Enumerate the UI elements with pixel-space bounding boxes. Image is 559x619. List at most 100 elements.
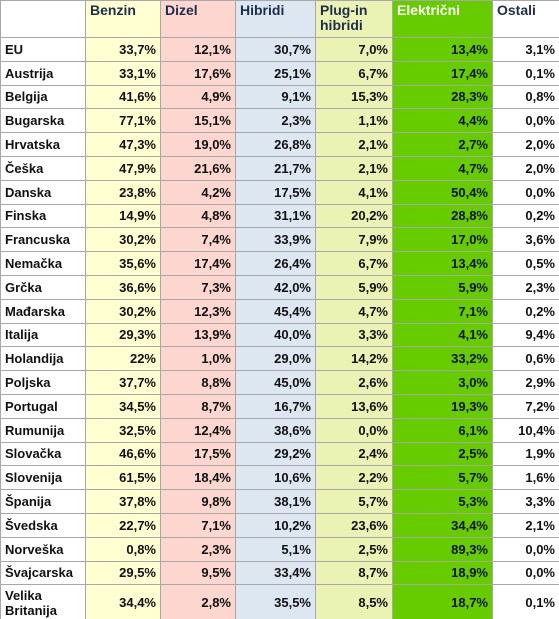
table-row: Austrija 33,1% 17,6% 25,1% 6,7% 17,4% 0,1% <box>0 60 559 86</box>
value-cell: 47,9% <box>85 155 161 181</box>
value-cell: 25,1% <box>235 60 316 86</box>
value-cell: 5,7% <box>392 465 493 491</box>
value-cell: 3,1% <box>492 37 559 62</box>
value-cell: 0,1% <box>492 584 559 619</box>
value-cell: 4,9% <box>160 84 236 110</box>
value-cell: 0,0% <box>315 417 393 443</box>
value-cell: 8,7% <box>315 560 393 586</box>
column-header: Plug-in hibridi <box>315 0 393 38</box>
value-cell: 2,5% <box>392 441 493 467</box>
value-cell: 1,0% <box>160 346 236 372</box>
value-cell: 33,9% <box>235 227 316 253</box>
value-cell: 47,3% <box>85 132 161 157</box>
value-cell: 0,2% <box>492 298 559 324</box>
table-row: Velika Britanija 34,4% 2,8% 35,5% 8,5% 18,7% 0… <box>0 584 559 619</box>
country-cell: Velika Britanija <box>0 584 86 619</box>
value-cell: 35,6% <box>85 251 161 276</box>
value-cell: 28,3% <box>392 84 493 110</box>
country-cell: Portugal <box>0 393 86 419</box>
value-cell: 0,8% <box>85 536 161 562</box>
value-cell: 5,7% <box>315 489 393 514</box>
value-cell: 50,4% <box>392 179 493 205</box>
value-cell: 89,3% <box>392 536 493 562</box>
value-cell: 34,4% <box>392 512 493 538</box>
value-cell: 2,4% <box>315 441 393 467</box>
country-cell: Italija <box>0 322 86 348</box>
value-cell: 34,5% <box>85 393 161 419</box>
value-cell: 22% <box>85 346 161 372</box>
value-cell: 14,9% <box>85 203 161 229</box>
value-cell: 1,6% <box>492 465 559 491</box>
value-cell: 40,0% <box>235 322 316 348</box>
table-row: Finska 14,9% 4,8% 31,1% 20,2% 28,8% 0,2% <box>0 203 559 229</box>
value-cell: 4,7% <box>392 155 493 181</box>
country-cell: Slovenija <box>0 465 86 491</box>
value-cell: 7,4% <box>160 227 236 253</box>
value-cell: 10,4% <box>492 417 559 443</box>
value-cell: 33,2% <box>392 346 493 372</box>
table-row: Hrvatska 47,3% 19,0% 26,8% 2,1% 2,7% 2,0% <box>0 132 559 157</box>
value-cell: 13,9% <box>160 322 236 348</box>
value-cell: 16,7% <box>235 393 316 419</box>
value-cell: 7,1% <box>392 298 493 324</box>
value-cell: 4,4% <box>392 108 493 134</box>
value-cell: 26,8% <box>235 132 316 157</box>
table-row: Mađarska 30,2% 12,3% 45,4% 4,7% 7,1% 0,2% <box>0 298 559 324</box>
value-cell: 2,9% <box>492 370 559 395</box>
value-cell: 9,1% <box>235 84 316 110</box>
value-cell: 61,5% <box>85 465 161 491</box>
value-cell: 7,3% <box>160 274 236 300</box>
column-header: Benzin <box>85 0 161 38</box>
value-cell: 2,1% <box>492 512 559 538</box>
country-cell: Švajcarska <box>0 560 86 586</box>
value-cell: 23,8% <box>85 179 161 205</box>
value-cell: 6,7% <box>315 251 393 276</box>
value-cell: 30,2% <box>85 298 161 324</box>
value-cell: 17,4% <box>160 251 236 276</box>
value-cell: 8,8% <box>160 370 236 395</box>
country-cell: Finska <box>0 203 86 229</box>
table-row: Poljska 37,7% 8,8% 45,0% 2,6% 3,0% 2,9% <box>0 370 559 395</box>
table-row: Norveška 0,8% 2,3% 5,1% 2,5% 89,3% 0,0% <box>0 536 559 562</box>
value-cell: 29,2% <box>235 441 316 467</box>
value-cell: 10,6% <box>235 465 316 491</box>
value-cell: 7,2% <box>492 393 559 419</box>
value-cell: 2,0% <box>492 132 559 157</box>
value-cell: 21,7% <box>235 155 316 181</box>
value-cell: 26,4% <box>235 251 316 276</box>
country-cell: Mađarska <box>0 298 86 324</box>
value-cell: 15,3% <box>315 84 393 110</box>
value-cell: 36,6% <box>85 274 161 300</box>
value-cell: 7,1% <box>160 512 236 538</box>
value-cell: 4,2% <box>160 179 236 205</box>
value-cell: 0,0% <box>492 536 559 562</box>
value-cell: 32,5% <box>85 417 161 443</box>
value-cell: 9,8% <box>160 489 236 514</box>
value-cell: 4,1% <box>315 179 393 205</box>
country-cell: Hrvatska <box>0 132 86 157</box>
value-cell: 0,0% <box>492 179 559 205</box>
value-cell: 2,0% <box>492 155 559 181</box>
value-cell: 0,8% <box>492 84 559 110</box>
value-cell: 8,7% <box>160 393 236 419</box>
value-cell: 17,4% <box>392 60 493 86</box>
country-cell: Poljska <box>0 370 86 395</box>
country-cell: Grčka <box>0 274 86 300</box>
table-row: Slovenija 61,5% 18,4% 10,6% 2,2% 5,7% 1,6% <box>0 465 559 491</box>
value-cell: 31,1% <box>235 203 316 229</box>
value-cell: 2,1% <box>315 132 393 157</box>
value-cell: 12,3% <box>160 298 236 324</box>
table-row: Portugal 34,5% 8,7% 16,7% 13,6% 19,3% 7,2% <box>0 393 559 419</box>
value-cell: 1,1% <box>315 108 393 134</box>
country-cell: Holandija <box>0 346 86 372</box>
value-cell: 46,6% <box>85 441 161 467</box>
table-row: Bugarska 77,1% 15,1% 2,3% 1,1% 4,4% 0,0% <box>0 108 559 134</box>
country-cell: Slovačka <box>0 441 86 467</box>
value-cell: 5,9% <box>315 274 393 300</box>
value-cell: 30,2% <box>85 227 161 253</box>
value-cell: 13,6% <box>315 393 393 419</box>
value-cell: 28,8% <box>392 203 493 229</box>
value-cell: 17,5% <box>235 179 316 205</box>
value-cell: 18,9% <box>392 560 493 586</box>
